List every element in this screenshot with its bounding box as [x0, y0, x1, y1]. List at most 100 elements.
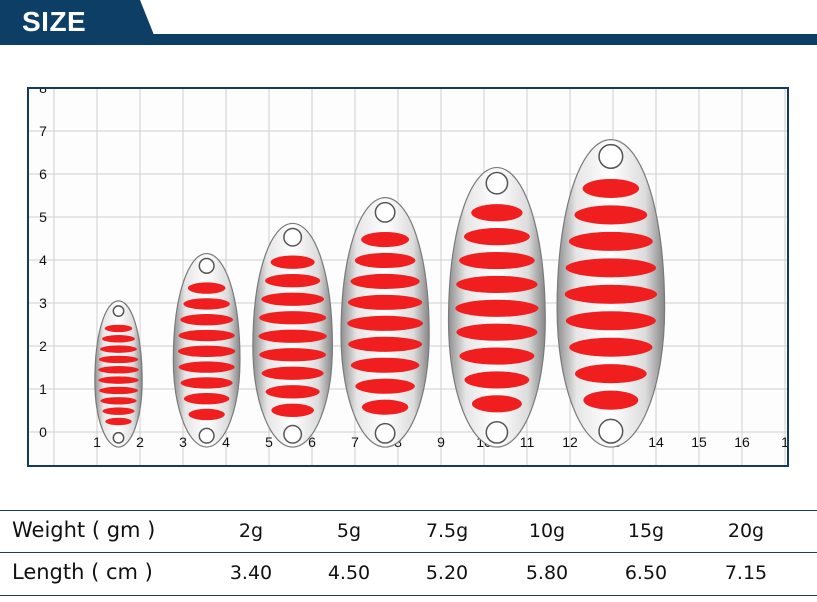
lure-stripe [261, 366, 324, 380]
x-tick-label: 12 [562, 434, 578, 450]
x-tick-label: 15 [691, 434, 707, 450]
x-tick-label: 3 [179, 434, 187, 450]
lure-stripe [105, 417, 132, 426]
x-tick-label: 6 [308, 434, 316, 450]
weight-cell: 15g [627, 520, 665, 542]
lure-stripe [583, 390, 639, 410]
lure-stripe [350, 357, 420, 373]
lure-stripe [180, 314, 233, 326]
lure-stripe [261, 292, 324, 306]
banner-line [0, 34, 817, 45]
x-tick-label: 16 [734, 434, 750, 450]
lure-1 [94, 300, 143, 448]
lure-stripe [568, 231, 653, 251]
weight-cell: 7.5g [425, 520, 469, 542]
lure-stripe [361, 399, 409, 415]
lure-stripe [456, 275, 538, 294]
x-tick-label: 7 [351, 434, 359, 450]
weight-label: Weight ( gm ) [12, 518, 156, 542]
lure-stripe [259, 311, 327, 325]
lure-stripe [258, 329, 327, 343]
weight-cell: 2g [238, 520, 264, 542]
lure-stripe [459, 347, 535, 365]
x-tick-label: 2 [136, 434, 144, 450]
lure-stripe [265, 274, 321, 288]
lure-stripe [104, 324, 133, 333]
lure-stripe [565, 258, 657, 278]
y-tick-label: 4 [39, 252, 47, 268]
length-cell: 3.40 [229, 562, 273, 584]
lure-stripe [98, 376, 139, 384]
y-tick-label: 3 [39, 295, 47, 311]
lure-stripe [180, 377, 233, 389]
lure-stripe [259, 348, 327, 362]
lure-stripe [354, 252, 416, 269]
length-cell: 4.50 [327, 562, 371, 584]
lure-stripe [471, 204, 523, 222]
size-grid: 123456789101112131415161 012345678 [29, 89, 787, 465]
lure-stripe [574, 364, 647, 384]
lure-3 [252, 222, 334, 448]
lure-stripe [355, 378, 415, 394]
lure-stripe [98, 355, 139, 364]
lure-stripe [574, 205, 648, 225]
lure-bottom-hole [283, 424, 303, 444]
y-tick-label: 8 [39, 89, 47, 96]
lure-stripe [183, 393, 230, 405]
lure-top-hole [283, 227, 303, 247]
y-tick-label: 0 [39, 424, 47, 440]
lure-stripe [187, 282, 226, 294]
lure-stripe [270, 255, 315, 269]
lure-stripe [361, 231, 410, 248]
lure-stripe [455, 299, 539, 317]
length-cell: 7.15 [724, 562, 768, 584]
length-cell: 5.80 [525, 562, 569, 584]
size-grid-panel: 123456789101112131415161 012345678 [27, 87, 789, 467]
x-tick-label: 4 [222, 434, 230, 450]
lure-top-hole [374, 201, 396, 223]
y-tick-label: 2 [39, 338, 47, 354]
lure-6 [556, 138, 666, 448]
weight-cell: 10g [528, 520, 566, 542]
x-tick-label: 1 [781, 434, 787, 450]
lure-stripe [102, 407, 135, 415]
length-row: Length ( cm ) 3.40 4.50 5.20 5.80 6.50 7… [0, 552, 817, 596]
lure-stripe [456, 323, 538, 341]
lure-stripe [271, 403, 314, 417]
y-tick-label: 1 [39, 381, 47, 397]
lure-5 [447, 166, 546, 448]
lure-bottom-hole [112, 431, 125, 444]
banner-title: SIZE [22, 6, 87, 37]
lure-stripe [98, 366, 139, 374]
lure-stripe [471, 395, 522, 413]
lure-stripe [564, 284, 658, 304]
lure-top-hole [598, 143, 624, 170]
lure-stripe [265, 385, 320, 399]
weight-cell: 5g [336, 520, 362, 542]
lure-bottom-hole [598, 418, 624, 444]
x-tick-label: 5 [265, 434, 273, 450]
lure-stripe [183, 298, 230, 310]
lure-stripe [348, 336, 423, 352]
lure-stripe [347, 294, 423, 310]
lure-2 [172, 252, 241, 448]
lure-stripe [102, 335, 135, 343]
length-label: Length ( cm ) [12, 560, 153, 584]
lure-top-hole [112, 305, 125, 318]
lure-stripe [347, 315, 424, 331]
lure-stripe [582, 178, 640, 199]
lure-stripe [464, 371, 530, 389]
x-tick-label: 1 [93, 434, 101, 450]
lure-stripe [459, 251, 535, 270]
lure-stripe [98, 386, 139, 395]
lure-stripe [350, 273, 420, 289]
lure-stripe [100, 345, 137, 353]
lure-stripe [569, 337, 653, 357]
lure-stripe [463, 228, 530, 246]
lure-bottom-hole [374, 422, 396, 444]
length-cell: 6.50 [624, 562, 668, 584]
lure-bottom-hole [485, 421, 509, 444]
lure-stripe [177, 345, 236, 357]
lure-stripe [178, 329, 235, 342]
x-tick-label: 11 [520, 434, 535, 450]
